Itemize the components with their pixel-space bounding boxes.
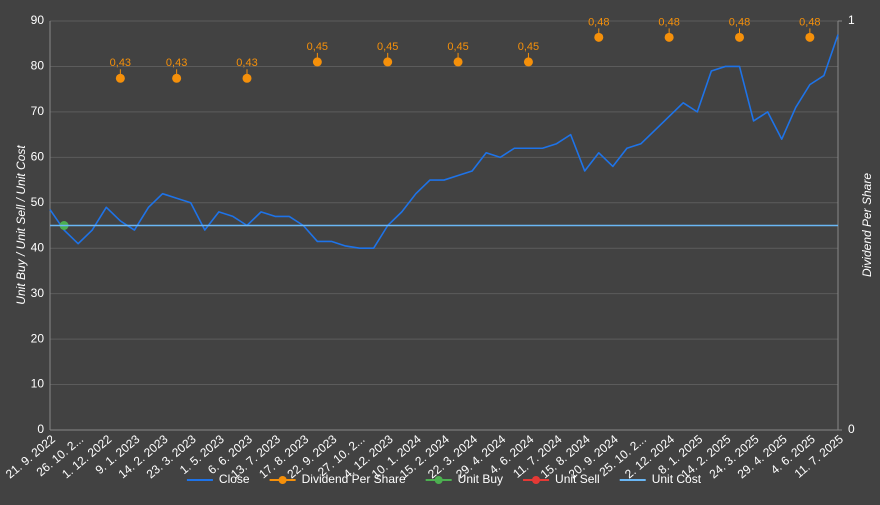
series-point bbox=[594, 32, 604, 42]
legend-label: Close bbox=[219, 472, 250, 486]
y-tick-label: 70 bbox=[31, 104, 45, 118]
legend-marker bbox=[532, 476, 541, 484]
series-line bbox=[49, 34, 839, 250]
data-label: 0,48 bbox=[729, 16, 750, 28]
y2-axis-title: Dividend Per Share bbox=[860, 173, 874, 277]
y-tick-label: 30 bbox=[31, 286, 45, 300]
data-label: 0,45 bbox=[377, 41, 398, 53]
y-tick-label: 90 bbox=[31, 13, 45, 27]
series-point bbox=[383, 57, 393, 67]
series-point bbox=[523, 57, 533, 67]
data-label: 0,43 bbox=[236, 57, 257, 69]
y-tick-label: 10 bbox=[31, 377, 45, 391]
series-point bbox=[172, 73, 182, 83]
data-label: 0,48 bbox=[588, 16, 609, 28]
legend-item[interactable]: Unit Cost bbox=[619, 472, 702, 486]
series-point bbox=[664, 32, 674, 42]
y-tick-label: 0 bbox=[37, 422, 44, 436]
y-tick-label: 40 bbox=[31, 240, 45, 254]
y-axis-title: Unit Buy / Unit Sell / Unit Cost bbox=[14, 145, 28, 305]
legend-item[interactable]: Dividend Per Share bbox=[269, 472, 406, 486]
series-point bbox=[312, 57, 322, 67]
legend-label: Unit Buy bbox=[458, 472, 503, 486]
data-label: 0,48 bbox=[658, 16, 679, 28]
data-label: 0,43 bbox=[166, 57, 187, 69]
data-label: 0,45 bbox=[518, 41, 539, 53]
y2-tick-label: 0 bbox=[848, 422, 855, 436]
data-label: 0,45 bbox=[307, 41, 328, 53]
legend-label: Unit Sell bbox=[555, 472, 600, 486]
y-tick-label: 20 bbox=[31, 331, 45, 345]
series-point bbox=[453, 57, 463, 67]
legend-marker bbox=[278, 476, 287, 484]
y-tick-label: 50 bbox=[31, 195, 45, 209]
legend-item[interactable]: Unit Buy bbox=[425, 472, 503, 486]
series-point bbox=[115, 73, 125, 83]
y-tick-label: 80 bbox=[31, 59, 45, 73]
legend-item[interactable]: Unit Sell bbox=[523, 472, 600, 486]
series-point bbox=[242, 73, 252, 83]
legend-label: Dividend Per Share bbox=[302, 472, 406, 486]
data-label: 0,43 bbox=[110, 57, 131, 69]
data-label: 0,48 bbox=[799, 16, 820, 28]
series-point bbox=[805, 32, 815, 42]
legend-marker bbox=[434, 476, 443, 484]
data-label: 0,45 bbox=[447, 41, 468, 53]
y-tick-label: 60 bbox=[31, 150, 45, 164]
legend-label: Unit Cost bbox=[652, 472, 702, 486]
y2-tick-label: 1 bbox=[848, 13, 855, 27]
series-point bbox=[735, 32, 744, 42]
legend-item[interactable]: Close bbox=[186, 472, 250, 486]
